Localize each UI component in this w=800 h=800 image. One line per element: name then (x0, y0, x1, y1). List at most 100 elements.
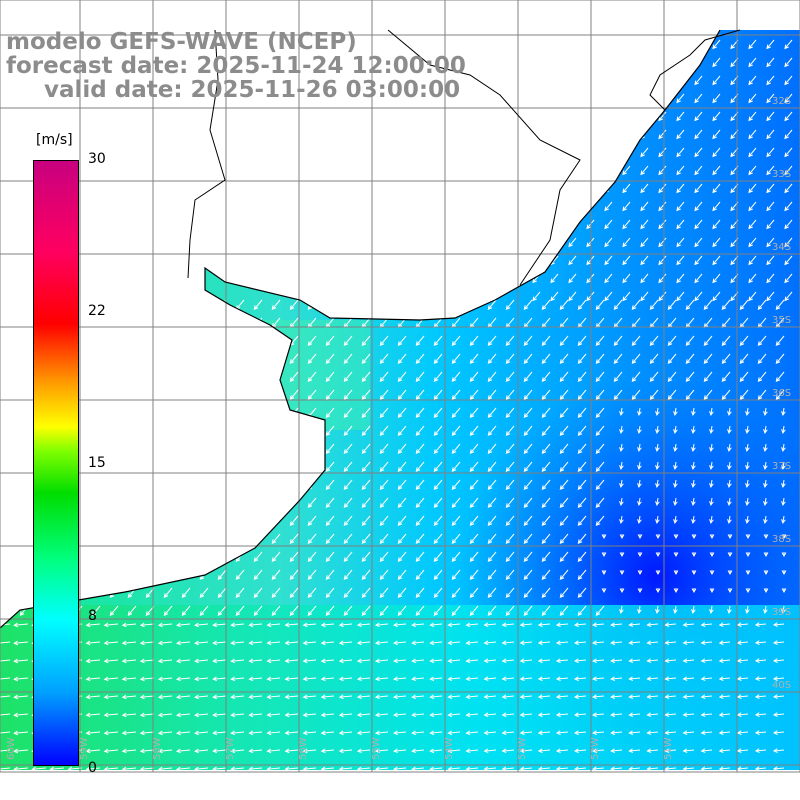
wind-arrow (248, 766, 263, 770)
wind-arrow (121, 712, 137, 718)
wind-arrow (619, 497, 624, 506)
wind-arrow (754, 676, 767, 681)
wind-arrow (415, 533, 425, 545)
wind-arrow (664, 748, 677, 754)
wind-arrow (555, 766, 569, 770)
wind-arrow (139, 730, 155, 736)
wind-arrow (658, 57, 667, 68)
wind-arrow (577, 353, 587, 365)
wind-arrow (374, 730, 389, 736)
wind-arrow (667, 299, 677, 311)
wind-arrow (91, 497, 101, 509)
wind-arrow (361, 353, 371, 365)
wind-arrow (374, 658, 389, 664)
wind-arrow (748, 57, 757, 68)
wind-arrow (622, 237, 631, 248)
wind-arrow (568, 255, 577, 266)
wind-arrow (121, 730, 137, 736)
wind-arrow (694, 183, 703, 194)
wind-arrow (411, 640, 425, 646)
wind-arrow (568, 201, 577, 212)
wind-arrow (619, 515, 624, 524)
wind-arrow (781, 534, 787, 540)
wind-arrow (289, 425, 299, 437)
wind-arrow (682, 694, 695, 700)
wind-arrow (1, 335, 11, 347)
wind-arrow (748, 237, 757, 248)
wind-arrow (781, 552, 787, 558)
wind-arrow (646, 766, 659, 770)
wind-arrow (397, 605, 407, 617)
wind-arrow (519, 748, 533, 754)
wind-arrow (91, 389, 101, 401)
wind-arrow (613, 353, 623, 365)
wind-arrow (595, 497, 605, 509)
wind-arrow (673, 479, 678, 488)
wind-arrow (289, 569, 299, 581)
wind-arrow (109, 371, 119, 383)
wind-arrow (0, 748, 11, 754)
wind-arrow (537, 640, 551, 646)
wind-arrow (712, 165, 721, 176)
wind-arrow (619, 534, 625, 540)
wind-arrow (194, 766, 209, 770)
wind-arrow (523, 425, 533, 437)
wind-arrow (577, 587, 587, 599)
wind-arrow (604, 93, 613, 104)
wind-arrow (586, 111, 595, 122)
wind-arrow (429, 766, 443, 770)
wind-arrow (361, 569, 371, 581)
wind-arrow (505, 533, 515, 545)
wind-arrow (745, 443, 750, 452)
wind-arrow (766, 39, 775, 50)
wind-arrow (754, 622, 767, 627)
wind-arrow (694, 255, 703, 266)
wind-arrow (212, 622, 227, 628)
wind-arrow (694, 93, 703, 104)
wind-arrow (487, 551, 497, 563)
wind-arrow (181, 605, 191, 617)
wind-arrow (127, 317, 137, 329)
wind-arrow (361, 515, 371, 527)
wind-arrow (736, 766, 749, 770)
wind-arrow (320, 766, 335, 770)
wind-arrow (748, 165, 757, 176)
wind-arrow (181, 587, 191, 599)
wind-arrow (667, 389, 677, 401)
wind-arrow (85, 766, 101, 770)
wind-arrow (230, 676, 245, 682)
wind-arrow (682, 766, 695, 770)
wind-arrow (757, 353, 767, 365)
wind-arrow (559, 407, 569, 419)
wind-arrow (775, 389, 785, 401)
wind-arrow (397, 569, 407, 581)
wind-arrow (302, 730, 317, 736)
wind-arrow (712, 201, 721, 212)
wind-arrow (519, 658, 533, 664)
wind-arrow (212, 748, 227, 754)
wind-arrow (595, 389, 605, 401)
lon-label: 54W (444, 737, 455, 760)
wind-arrow (343, 299, 353, 311)
wind-arrow (649, 371, 659, 383)
wind-arrow (266, 712, 281, 718)
wind-arrow (181, 353, 191, 365)
wind-arrow (157, 658, 173, 664)
wind-arrow (784, 75, 793, 86)
wind-arrow (343, 605, 353, 617)
wind-arrow (194, 640, 209, 646)
wind-arrow (361, 407, 371, 419)
wind-arrow (266, 766, 281, 770)
wind-arrow (1, 371, 11, 383)
wind-arrow (109, 461, 119, 473)
coastline (0, 29, 721, 629)
wind-arrow (235, 407, 245, 419)
wind-arrow (433, 605, 443, 617)
wind-arrow (325, 335, 335, 347)
wind-arrow (784, 129, 793, 140)
wind-arrow (235, 587, 245, 599)
wind-arrow (700, 748, 713, 754)
wind-arrow (523, 353, 533, 365)
wind-arrow (379, 461, 389, 473)
wind-arrow (646, 730, 659, 736)
